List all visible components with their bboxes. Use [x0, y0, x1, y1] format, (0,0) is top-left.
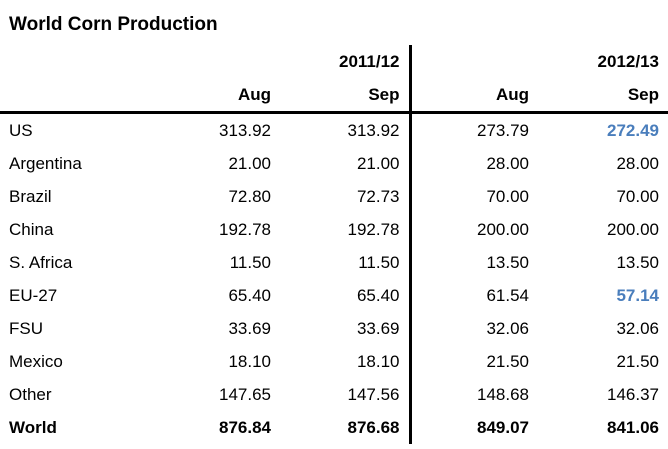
row-label: Mexico [9, 351, 63, 371]
column-group-row: 2011/12 2012/13 [0, 45, 668, 78]
value-cell: 65.40 [228, 285, 271, 305]
value-cell: 841.06 [607, 417, 659, 437]
value-cell: 65.40 [280, 279, 412, 312]
table-row: EU-27 65.40 65.40 61.54 57.14 [0, 279, 668, 312]
value-cell: 147.56 [280, 378, 412, 411]
table-body: US 313.92 313.92 273.79 272.49 Argentina 21.00… [0, 112, 668, 444]
value-cell: 13.50 [616, 252, 659, 272]
value-cell: 33.69 [228, 318, 271, 338]
value-cell: 57.14 [616, 285, 659, 305]
column-header-sep-1: Sep [280, 78, 412, 114]
table-row: Argentina 21.00 21.00 28.00 28.00 [0, 147, 668, 180]
value-cell: 192.78 [219, 219, 271, 239]
value-cell: 21.00 [280, 147, 412, 180]
value-cell: 11.50 [229, 252, 271, 272]
page-title: World Corn Production [9, 14, 218, 35]
table-row: S. Africa 11.50 11.50 13.50 13.50 [0, 246, 668, 279]
column-group-2012-13: 2012/13 [597, 51, 659, 71]
column-header-sep-2: Sep [538, 78, 668, 114]
value-cell: 18.10 [228, 351, 271, 371]
spacer-cell [112, 45, 280, 78]
value-cell: 13.50 [486, 252, 529, 272]
value-cell: 313.92 [280, 112, 412, 147]
row-label: World [9, 417, 57, 437]
value-cell: 70.00 [616, 186, 659, 206]
value-cell: 18.10 [280, 345, 412, 378]
value-cell: 72.73 [280, 180, 412, 213]
value-cell: 32.06 [616, 318, 659, 338]
value-cell: 849.07 [477, 417, 529, 437]
value-cell: 32.06 [486, 318, 529, 338]
value-cell: 148.68 [477, 384, 529, 404]
value-cell: 11.50 [280, 246, 412, 279]
row-label: Argentina [9, 153, 82, 173]
table-row: Brazil 72.80 72.73 70.00 70.00 [0, 180, 668, 213]
spacer-cell [410, 45, 538, 78]
value-cell: 72.80 [228, 186, 271, 206]
row-label: China [9, 219, 54, 239]
column-group-2011-12: 2011/12 [280, 45, 412, 78]
row-label: EU-27 [9, 285, 58, 305]
column-header-aug-1: Aug [112, 78, 280, 114]
value-cell: 61.54 [486, 285, 529, 305]
value-cell: 21.50 [486, 351, 529, 371]
table-row: World 876.84 876.68 849.07 841.06 [0, 411, 668, 444]
value-cell: 192.78 [280, 213, 412, 246]
value-cell: 21.00 [228, 153, 271, 173]
value-cell: 147.65 [219, 384, 271, 404]
value-cell: 146.37 [607, 384, 659, 404]
table-row: Mexico 18.10 18.10 21.50 21.50 [0, 345, 668, 378]
value-cell: 200.00 [477, 219, 529, 239]
table-row: US 313.92 313.92 273.79 272.49 [0, 112, 668, 147]
corner-cell [0, 45, 112, 78]
value-cell: 272.49 [607, 120, 659, 140]
row-label: Brazil [9, 186, 52, 206]
value-cell: 33.69 [280, 312, 412, 345]
row-label: S. Africa [9, 252, 73, 272]
value-cell: 21.50 [616, 351, 659, 371]
table-row: FSU 33.69 33.69 32.06 32.06 [0, 312, 668, 345]
corn-production-table: 2011/12 2012/13 Aug Sep Aug Sep US 313.92… [0, 45, 668, 444]
value-cell: 273.79 [477, 120, 529, 140]
column-header-row: Aug Sep Aug Sep [0, 78, 668, 114]
column-header-aug-2: Aug [410, 78, 538, 114]
table-row: China 192.78 192.78 200.00 200.00 [0, 213, 668, 246]
row-label: FSU [9, 318, 43, 338]
row-label: Other [9, 384, 52, 404]
value-cell: 70.00 [486, 186, 529, 206]
value-cell: 28.00 [486, 153, 529, 173]
value-cell: 28.00 [616, 153, 659, 173]
value-cell: 876.68 [280, 411, 412, 444]
row-label: US [9, 120, 33, 140]
table-row: Other 147.65 147.56 148.68 146.37 [0, 378, 668, 411]
value-cell: 200.00 [607, 219, 659, 239]
row-label-header [0, 78, 112, 114]
value-cell: 876.84 [219, 417, 271, 437]
value-cell: 313.92 [219, 120, 271, 140]
